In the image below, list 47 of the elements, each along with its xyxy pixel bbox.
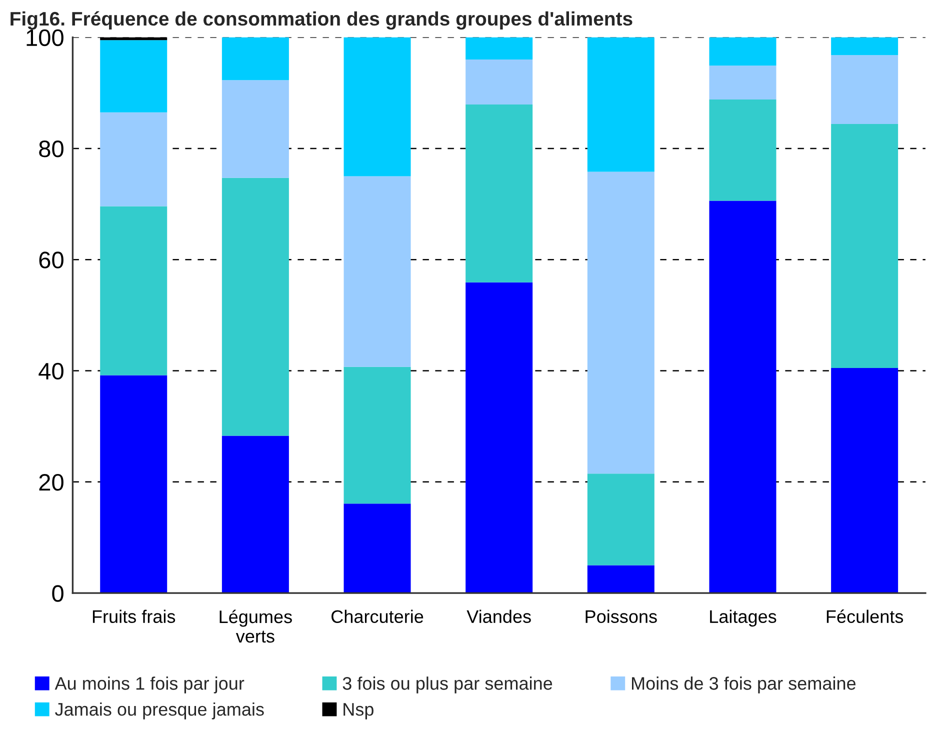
bar <box>709 100 776 201</box>
bar <box>222 37 289 80</box>
bar <box>466 104 533 282</box>
bar <box>831 37 898 56</box>
bar <box>831 55 898 124</box>
bar <box>587 172 654 474</box>
bar <box>222 80 289 178</box>
y-tick-label: 20 <box>39 474 64 491</box>
legend-label: Nsp <box>344 703 374 720</box>
bar <box>100 112 168 206</box>
bar <box>344 176 411 367</box>
y-tick-label: 40 <box>38 362 64 380</box>
x-tick-label: Viandes <box>466 610 531 623</box>
x-tick-label: Charcuterie <box>332 610 424 623</box>
bar <box>100 206 168 376</box>
bar <box>222 178 289 436</box>
y-tick-label: 100 <box>26 29 64 46</box>
chart-title: Fig16. Fréquence de consommation des grands groupes d'aliments <box>10 11 632 30</box>
bar <box>587 474 654 566</box>
bar <box>709 200 776 594</box>
bar <box>587 37 654 172</box>
x-tick-label: Fruits frais <box>92 610 176 623</box>
legend-label: Jamais ou presque jamais <box>55 702 264 720</box>
bar <box>709 37 776 66</box>
bar <box>344 37 411 176</box>
bar <box>344 366 411 504</box>
bar <box>222 436 289 594</box>
bar <box>587 565 654 594</box>
bar <box>344 504 411 594</box>
legend-label: 3 fois ou plus par semaine <box>342 676 552 694</box>
bar <box>831 368 898 594</box>
x-tick-label: Féculents <box>826 610 904 623</box>
y-tick-label: 0 <box>52 585 64 602</box>
y-tick-label: 80 <box>39 140 64 158</box>
legend-label: Au moins 1 fois par jour <box>54 676 244 694</box>
bar <box>831 124 898 368</box>
bar <box>466 60 533 105</box>
bar <box>100 40 168 112</box>
bar <box>466 282 533 594</box>
x-tick-label: Poissons <box>586 610 657 623</box>
bar <box>709 66 776 100</box>
bar <box>466 37 533 60</box>
x-tick-label: Laitages <box>710 610 776 627</box>
legend-label: Moins de 3 fois par semaine <box>632 676 856 694</box>
bar <box>100 375 168 594</box>
y-tick-label: 60 <box>39 252 64 268</box>
x-tick-label: Légumes verts <box>220 610 292 643</box>
